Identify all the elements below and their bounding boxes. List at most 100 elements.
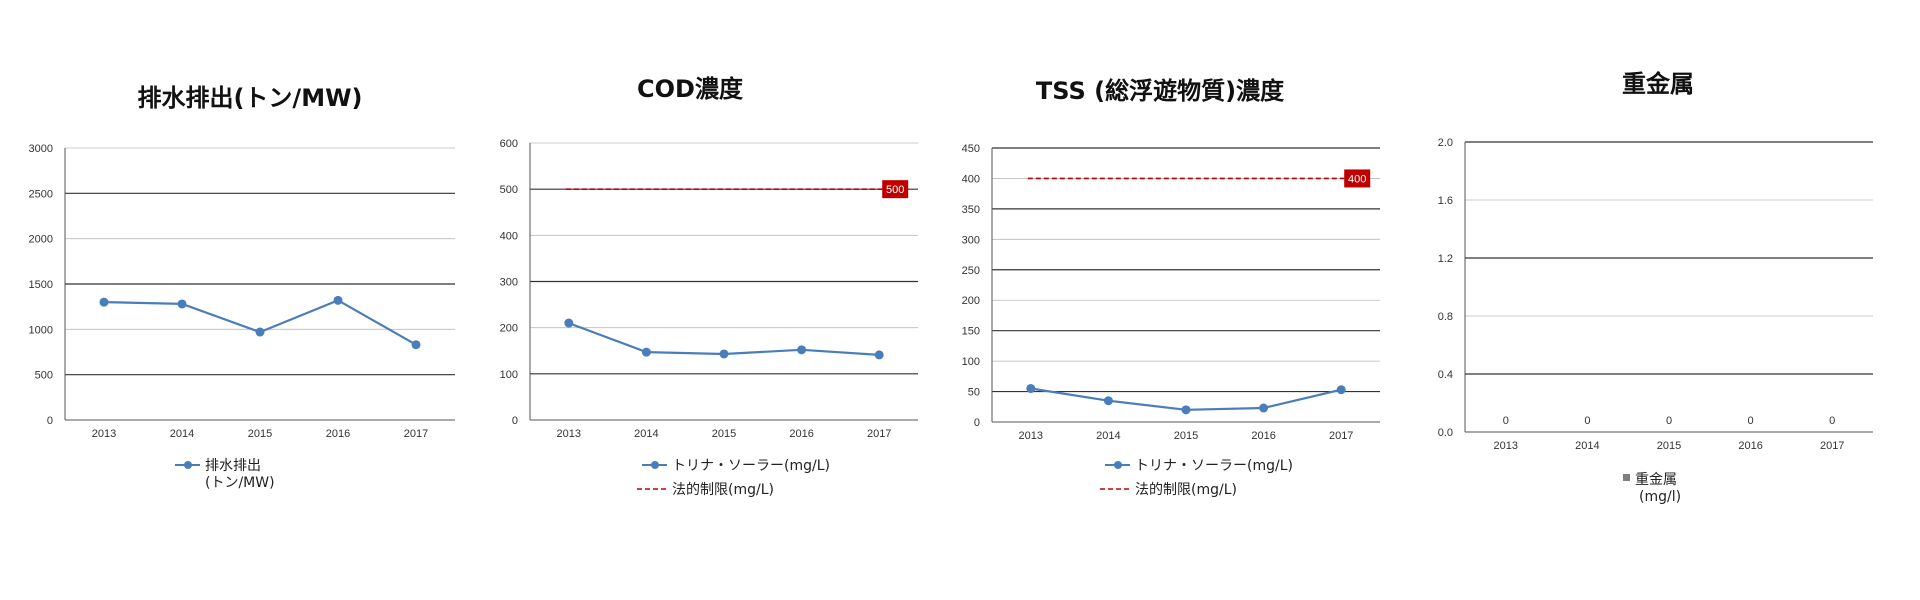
data-point bbox=[719, 349, 729, 359]
y-tick-label: 50 bbox=[968, 387, 980, 399]
legend-label: (トン/MW) bbox=[205, 475, 275, 491]
x-tick-label: 2015 bbox=[1657, 440, 1681, 452]
chart-1: 排水排出(トン/MW) 0 500 1000 1500 2000 2500 3000 2013 2… bbox=[29, 84, 455, 491]
data-label: 0 bbox=[1584, 415, 1590, 427]
data-point bbox=[1103, 396, 1113, 406]
data-point bbox=[99, 297, 109, 307]
y-tick-label: 1500 bbox=[29, 279, 53, 291]
y-tick-label: 100 bbox=[500, 369, 518, 381]
limit-label-box bbox=[1344, 169, 1371, 188]
data-point bbox=[411, 340, 421, 350]
legend-marker bbox=[1114, 461, 1122, 469]
y-tick-label: 400 bbox=[500, 230, 518, 242]
x-tick-label: 2015 bbox=[248, 428, 272, 440]
legend-label: 重金属 bbox=[1635, 472, 1677, 488]
data-point bbox=[564, 318, 574, 328]
y-tick-label: 400 bbox=[962, 173, 980, 185]
x-tick-label: 2016 bbox=[326, 428, 350, 440]
data-label: 0 bbox=[1829, 415, 1835, 427]
y-tick-label: 500 bbox=[35, 370, 53, 382]
y-tick-label: 0 bbox=[512, 415, 518, 427]
data-point bbox=[255, 327, 265, 337]
data-point bbox=[1259, 403, 1269, 413]
y-tick-label: 2500 bbox=[29, 188, 53, 200]
legend: 排水排出(トン/MW) bbox=[175, 458, 275, 491]
series-line bbox=[103, 299, 417, 346]
x-tick-label: 2013 bbox=[1494, 440, 1518, 452]
x-tick-label: 2013 bbox=[92, 428, 116, 440]
x-tick-label: 2017 bbox=[1329, 430, 1353, 442]
legend-label: 排水排出 bbox=[205, 458, 261, 474]
legend-marker bbox=[651, 461, 659, 469]
y-tick-label: 0.8 bbox=[1438, 311, 1453, 323]
y-tick-label: 300 bbox=[500, 277, 518, 289]
y-tick-label: 350 bbox=[962, 204, 980, 216]
y-tick-label: 250 bbox=[962, 265, 980, 277]
data-point bbox=[874, 350, 884, 360]
chart-3: TSS (総浮遊物質)濃度 0 50 100 150 200 250 300 350 400 450… bbox=[962, 77, 1380, 498]
limit-label: 400 bbox=[1348, 173, 1366, 185]
y-tick-label: 100 bbox=[962, 356, 980, 368]
y-tick-label: 300 bbox=[962, 234, 980, 246]
x-tick-label: 2015 bbox=[712, 428, 736, 440]
legend-label: 法的制限(mg/L) bbox=[672, 482, 774, 498]
data-point bbox=[177, 299, 187, 309]
chart-4: 重金属 0.0 0.4 0.8 1.2 1.6 2.0 2013 2014 2015 2016 201… bbox=[1438, 70, 1873, 505]
chart-title: 重金属 bbox=[1622, 70, 1694, 98]
x-tick-label: 2014 bbox=[634, 428, 658, 440]
data-point bbox=[1336, 385, 1346, 395]
data-point bbox=[1026, 384, 1036, 394]
x-tick-label: 2014 bbox=[1575, 440, 1599, 452]
x-tick-label: 2014 bbox=[170, 428, 194, 440]
legend: トリナ・ソーラー(mg/L) 法的制限(mg/L) bbox=[1100, 458, 1293, 498]
y-tick-label: 200 bbox=[500, 323, 518, 335]
x-tick-label: 2013 bbox=[1019, 430, 1043, 442]
legend: 重金属(mg/l) bbox=[1623, 472, 1681, 505]
x-tick-label: 2015 bbox=[1174, 430, 1198, 442]
legend-marker bbox=[184, 461, 192, 469]
y-tick-label: 1.6 bbox=[1438, 195, 1453, 207]
y-tick-label: 0 bbox=[974, 417, 980, 429]
data-point bbox=[641, 347, 651, 357]
legend-label: トリナ・ソーラー(mg/L) bbox=[672, 458, 830, 474]
data-point bbox=[333, 295, 343, 305]
legend-label: 法的制限(mg/L) bbox=[1135, 482, 1237, 498]
x-tick-label: 2016 bbox=[789, 428, 813, 440]
chart-title: COD濃度 bbox=[637, 75, 744, 103]
chart-title: TSS (総浮遊物質)濃度 bbox=[1036, 77, 1285, 105]
x-tick-label: 2016 bbox=[1738, 440, 1762, 452]
data-label: 0 bbox=[1503, 415, 1509, 427]
y-tick-label: 450 bbox=[962, 143, 980, 155]
limit-label-box bbox=[882, 180, 909, 199]
x-tick-label: 2017 bbox=[404, 428, 428, 440]
x-tick-label: 2016 bbox=[1251, 430, 1275, 442]
legend-swatch bbox=[1623, 474, 1630, 481]
data-point bbox=[797, 345, 807, 355]
y-tick-label: 1.2 bbox=[1438, 253, 1453, 265]
x-tick-label: 2013 bbox=[557, 428, 581, 440]
y-tick-label: 3000 bbox=[29, 143, 53, 155]
y-tick-label: 0 bbox=[47, 415, 53, 427]
limit-label: 500 bbox=[886, 184, 904, 196]
legend-label: (mg/l) bbox=[1639, 489, 1681, 505]
y-tick-label: 600 bbox=[500, 138, 518, 150]
y-tick-label: 0.4 bbox=[1438, 369, 1453, 381]
data-label: 0 bbox=[1748, 415, 1754, 427]
chart-title: 排水排出(トン/MW) bbox=[137, 84, 362, 112]
y-tick-label: 150 bbox=[962, 326, 980, 338]
data-point bbox=[1181, 405, 1191, 415]
y-tick-label: 200 bbox=[962, 295, 980, 307]
data-label: 0 bbox=[1666, 415, 1672, 427]
y-tick-label: 1000 bbox=[29, 324, 53, 336]
y-tick-label: 2.0 bbox=[1438, 137, 1453, 149]
chart-2: COD濃度 0 100 200 300 400 500 600 2013 2014 2015 2016… bbox=[500, 75, 918, 498]
x-tick-label: 2014 bbox=[1096, 430, 1120, 442]
y-tick-label: 2000 bbox=[29, 234, 53, 246]
y-tick-label: 0.0 bbox=[1438, 427, 1453, 439]
x-tick-label: 2017 bbox=[867, 428, 891, 440]
y-tick-label: 500 bbox=[500, 184, 518, 196]
legend: トリナ・ソーラー(mg/L) 法的制限(mg/L) bbox=[637, 458, 830, 498]
x-tick-label: 2017 bbox=[1820, 440, 1844, 452]
legend-label: トリナ・ソーラー(mg/L) bbox=[1135, 458, 1293, 474]
